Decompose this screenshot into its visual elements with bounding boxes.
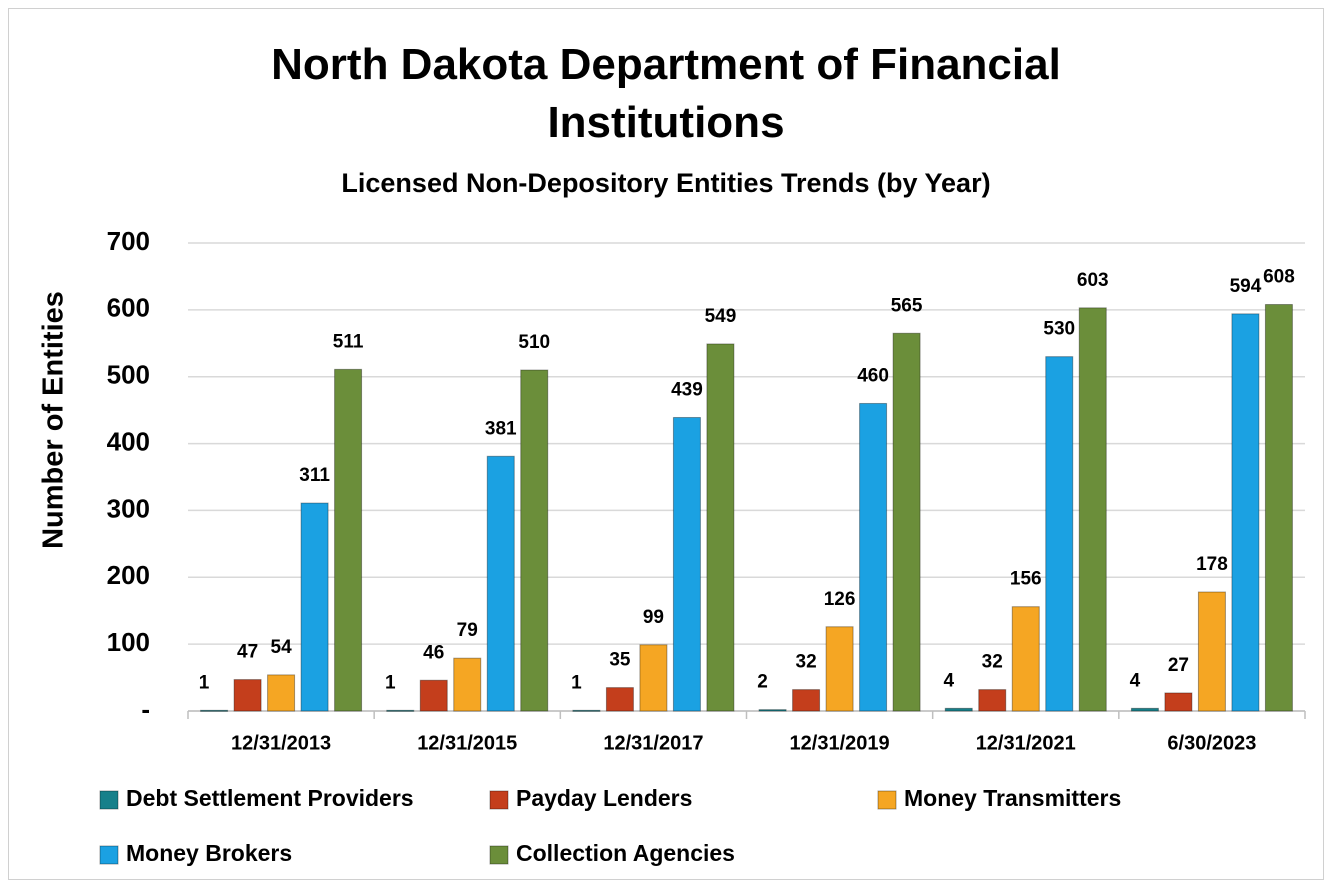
bar [605, 687, 634, 712]
x-tick-label: 12/31/2015 [417, 732, 517, 754]
bar [300, 502, 329, 712]
bar [334, 368, 363, 712]
legend-label: Debt Settlement Providers [126, 785, 414, 811]
data-label: 594 [1230, 276, 1262, 297]
legend-label: Money Transmitters [904, 785, 1121, 811]
bar [1264, 304, 1293, 712]
legend-swatch [489, 845, 509, 865]
x-tick-label: 12/31/2013 [231, 732, 331, 754]
data-label: 565 [891, 295, 923, 316]
data-label: 54 [271, 637, 293, 658]
bar [706, 343, 735, 712]
legend-swatch [877, 790, 897, 810]
bar [419, 679, 448, 712]
data-label: 2 [757, 672, 768, 693]
chart-title: North Dakota Department of Financial Ins… [271, 40, 1061, 147]
y-tick-label: 500 [107, 360, 150, 390]
y-tick-label: 100 [107, 627, 150, 657]
bar [792, 689, 821, 712]
data-label: 603 [1077, 270, 1109, 291]
data-label: 32 [796, 652, 817, 673]
legend-swatch [99, 790, 119, 810]
data-label: 530 [1043, 319, 1075, 340]
data-label: 178 [1196, 554, 1228, 575]
data-label: 549 [705, 306, 737, 327]
y-tick-label: 300 [107, 493, 150, 523]
data-label: 439 [671, 380, 703, 401]
data-label: 4 [1130, 670, 1141, 691]
data-label: 460 [857, 365, 889, 386]
bar [1164, 692, 1193, 712]
bar [1197, 591, 1226, 712]
bar [1011, 606, 1040, 712]
data-label: 79 [457, 620, 478, 641]
bar [200, 709, 229, 712]
chart-subtitle: Licensed Non-Depository Entities Trends … [341, 168, 991, 198]
data-label: 27 [1168, 655, 1189, 676]
bar [572, 709, 601, 712]
data-label: 32 [982, 652, 1003, 673]
bar [267, 674, 296, 712]
data-label: 381 [485, 418, 517, 439]
y-tick-label: 600 [107, 293, 150, 323]
bar [758, 709, 787, 712]
bar [859, 402, 888, 712]
data-label: 99 [643, 607, 664, 628]
legend-label: Payday Lenders [516, 785, 692, 811]
bar [892, 332, 921, 712]
legend-swatch [99, 845, 119, 865]
x-tick-label: 12/31/2021 [976, 732, 1076, 754]
y-tick-label: 400 [107, 426, 150, 456]
data-label: 156 [1010, 569, 1042, 590]
x-tick-label: 6/30/2023 [1167, 732, 1256, 754]
data-label: 511 [333, 331, 364, 352]
data-label: 311 [299, 465, 330, 486]
data-label: 46 [423, 642, 444, 663]
legend-swatch [489, 790, 509, 810]
bar [233, 679, 262, 712]
bar [1130, 707, 1159, 712]
bar [520, 369, 549, 712]
data-label: 1 [385, 672, 396, 693]
data-label: 1 [571, 672, 582, 693]
y-tick-label: - [141, 694, 150, 724]
data-label: 47 [237, 642, 258, 663]
legend-label: Collection Agencies [516, 840, 735, 866]
data-label: 1 [199, 672, 210, 693]
bar [944, 707, 973, 712]
bar [978, 689, 1007, 712]
x-tick-label: 12/31/2017 [603, 732, 703, 754]
bar [672, 416, 701, 712]
data-label: 35 [609, 650, 631, 671]
bar [453, 657, 482, 712]
data-label: 4 [943, 670, 954, 691]
legend-label: Money Brokers [126, 840, 292, 866]
bar [1045, 356, 1074, 712]
bar [386, 709, 415, 712]
bar [825, 626, 854, 712]
bar [639, 644, 668, 712]
data-label: 126 [824, 589, 856, 610]
chart-border [8, 8, 1324, 880]
x-tick-label: 12/31/2019 [790, 732, 890, 754]
data-label: 510 [518, 332, 550, 353]
y-tick-label: 200 [107, 560, 150, 590]
bar [1078, 307, 1107, 712]
data-label: 608 [1263, 267, 1295, 288]
bar [486, 455, 515, 712]
bar [1231, 313, 1260, 712]
y-axis-label: Number of Entities [38, 291, 70, 549]
y-tick-label: 700 [107, 226, 150, 256]
